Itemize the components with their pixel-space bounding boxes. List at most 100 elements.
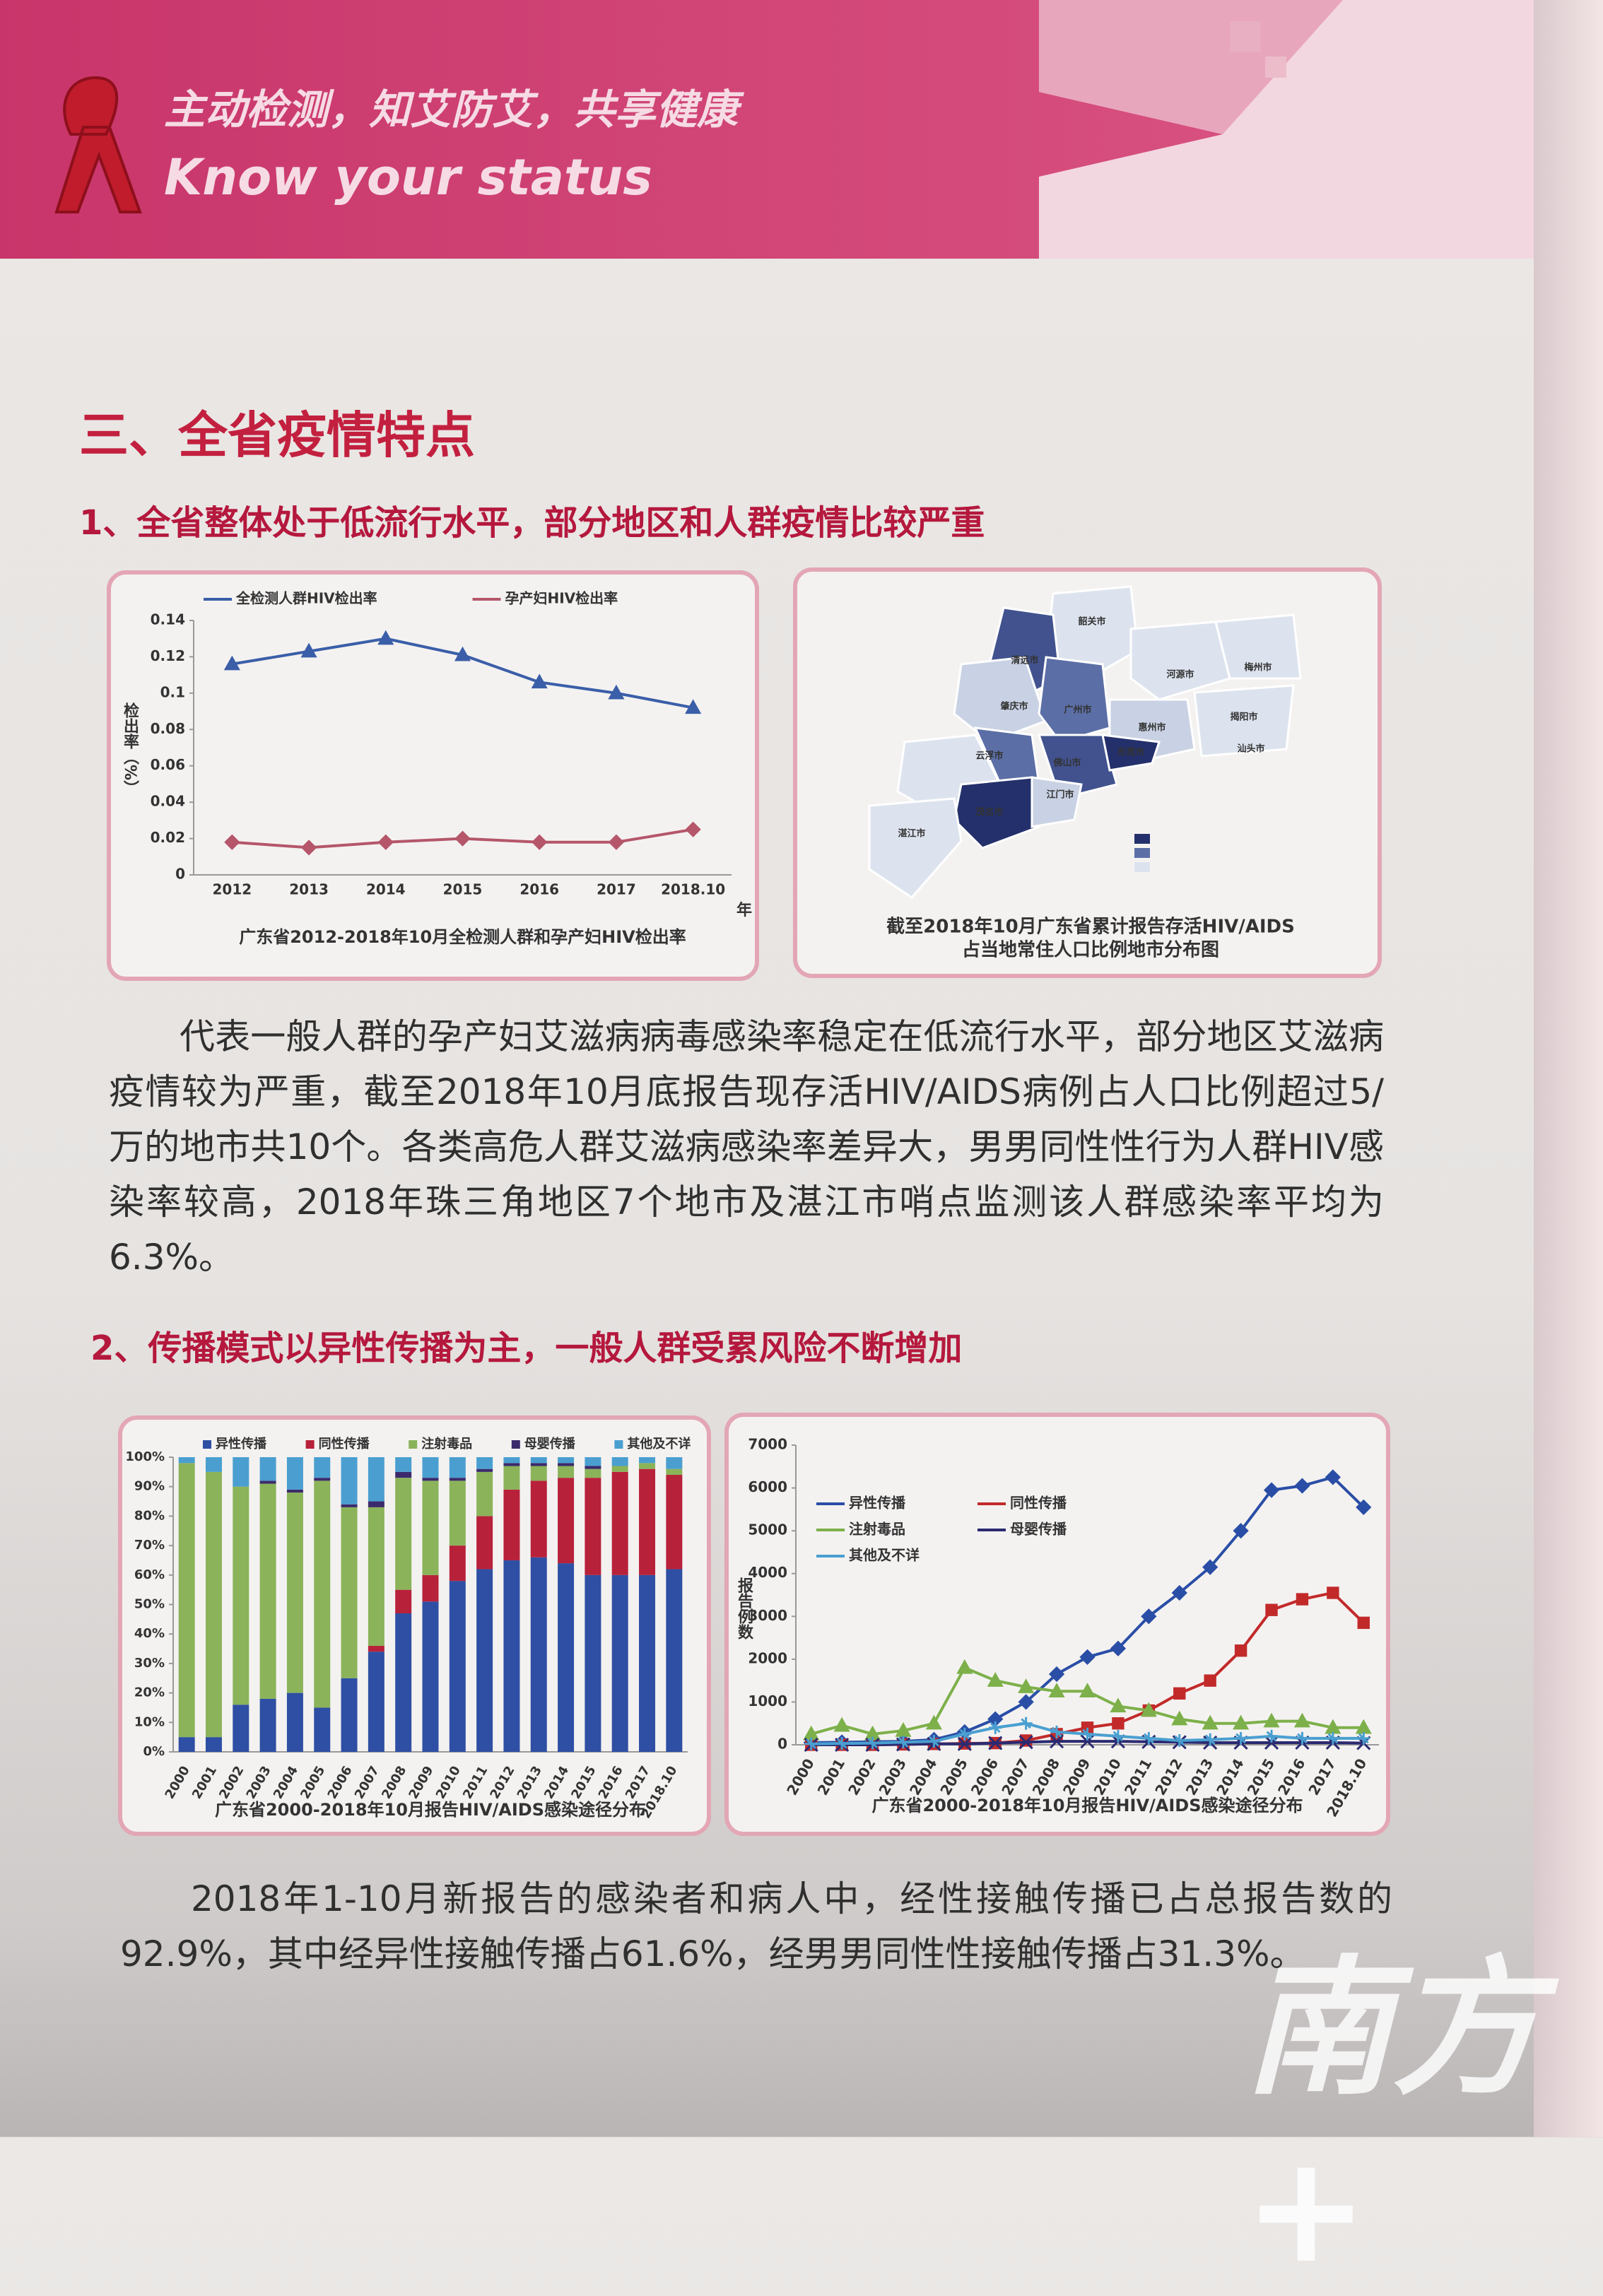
point: [1173, 1687, 1186, 1700]
bar-segment: [286, 1692, 303, 1752]
bar-segment: [233, 1486, 249, 1705]
point: [377, 834, 394, 850]
bar-segment: [259, 1457, 276, 1481]
bar-segment: [476, 1471, 493, 1517]
bar-segment: [341, 1678, 358, 1752]
city-label: 佛山市: [1052, 758, 1081, 769]
bar-segment: [666, 1468, 683, 1476]
point: [1265, 1603, 1278, 1616]
x-tick-label: 2017: [597, 881, 636, 898]
point: [1202, 1559, 1219, 1575]
point: [1356, 1499, 1372, 1515]
legend-label: 注射毒品: [421, 1436, 472, 1452]
bar-segment: [422, 1478, 439, 1481]
bar-segment: [476, 1569, 493, 1752]
y-tick-label: 2000: [748, 1649, 787, 1666]
point: [1296, 1731, 1309, 1745]
bar-segment: [314, 1478, 331, 1481]
bar-segment: [341, 1457, 358, 1505]
region: [1214, 613, 1302, 680]
point: [866, 1736, 879, 1750]
bar-segment: [558, 1463, 575, 1466]
bar-segment: [314, 1707, 331, 1752]
x-tick-label: 2015: [443, 881, 483, 898]
legend-label: 孕产妇HIV检出率: [505, 590, 618, 607]
point: [833, 1717, 850, 1732]
bar-segment: [558, 1466, 575, 1478]
point: [300, 642, 317, 658]
legend-label: 其他及不详: [849, 1547, 920, 1564]
point: [531, 673, 548, 689]
poster-page: { "banner": {"slogan": "主动检测，知艾防艾，共享健康",…: [0, 0, 1603, 2137]
chart-frame: [107, 570, 759, 981]
legend-swatch: [511, 1440, 520, 1449]
y-tick-label: 60%: [134, 1567, 165, 1582]
bar-segment: [558, 1563, 575, 1752]
y-tick-label: 80%: [134, 1508, 165, 1523]
city-label: 云浮市: [975, 750, 1003, 762]
city-label: 湛江市: [898, 828, 925, 840]
banner-subtitle: Know your status: [164, 148, 652, 206]
x-tick-label: 2018.10: [661, 881, 725, 898]
bar-segment: [503, 1560, 520, 1752]
point: [989, 1721, 1002, 1734]
chart: 0 0.02 0.04 0.06 0.08 0.1 0.12 0.14 2012 2013 2014…: [107, 570, 759, 981]
point: [988, 1736, 1003, 1750]
point: [1173, 1733, 1186, 1747]
chart-frame: [724, 1413, 1390, 1836]
bar-segment: [585, 1478, 601, 1575]
x-tick-label: 2012: [213, 881, 252, 898]
point: [1204, 1733, 1217, 1746]
bar-segment: [205, 1471, 222, 1738]
bar-segment: [341, 1507, 358, 1678]
bar-segment: [585, 1466, 601, 1469]
bar-segment: [395, 1589, 412, 1614]
chart-caption: 广东省2000-2018年10月报告HIV/AIDS感染途径分布: [215, 1800, 646, 1820]
x-tick-label: 2014: [366, 881, 406, 898]
point: [804, 1737, 818, 1750]
y-tick-label: 20%: [134, 1685, 165, 1700]
point: [835, 1737, 849, 1750]
point: [1357, 1731, 1370, 1745]
y-tick-label: 0.12: [151, 647, 185, 664]
y-tick-label: 0.02: [151, 829, 185, 846]
bar-segment: [558, 1478, 575, 1564]
city-label: 梅州市: [1244, 662, 1272, 673]
map-legend-swatch: [1134, 834, 1150, 844]
point: [454, 830, 471, 847]
y-tick-label: 40%: [134, 1626, 165, 1641]
bar-segment: [178, 1463, 195, 1738]
point: [1018, 1694, 1034, 1710]
bar-segment: [449, 1478, 466, 1481]
point: [1079, 1683, 1096, 1697]
banner-square: [1230, 21, 1261, 52]
bar-segment: [286, 1489, 303, 1493]
point: [1018, 1678, 1035, 1693]
bar-segment: [611, 1466, 628, 1472]
bar-segment: [422, 1457, 439, 1478]
y-tick-label: 90%: [134, 1479, 165, 1494]
x-tick-label: 2013: [289, 881, 329, 898]
y-tick-label: 7000: [748, 1436, 787, 1453]
point: [1048, 1666, 1065, 1683]
point: [1234, 1644, 1247, 1657]
bar-segment: [286, 1493, 303, 1693]
point: [1263, 1482, 1280, 1498]
bar-segment: [422, 1574, 439, 1602]
point: [896, 1736, 910, 1749]
bar-segment: [639, 1468, 656, 1575]
y-tick-label: 0: [777, 1736, 787, 1753]
x-tick-label: 2016: [519, 881, 559, 898]
point: [1141, 1608, 1157, 1625]
point: [685, 821, 701, 837]
legend-swatch: [305, 1440, 315, 1449]
point: [300, 840, 317, 856]
x-axis-label: 年: [736, 901, 752, 919]
point: [956, 1659, 973, 1674]
point: [532, 834, 548, 850]
point: [608, 834, 625, 850]
bar-segment: [205, 1737, 222, 1752]
point: [377, 630, 394, 645]
point: [1234, 1731, 1247, 1745]
point: [1079, 1649, 1096, 1665]
